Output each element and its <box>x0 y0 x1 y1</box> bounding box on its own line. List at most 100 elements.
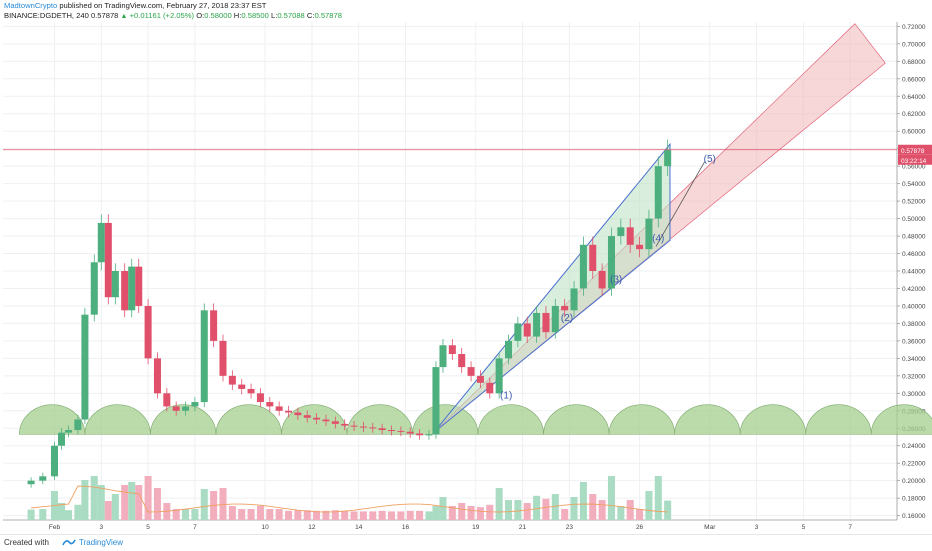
x-tick-label: 16 <box>402 524 410 531</box>
candle-body <box>322 419 330 422</box>
tradingview-logo-icon[interactable] <box>62 538 76 549</box>
y-tick-label: 0.24000 <box>902 443 926 450</box>
candle-body <box>416 433 424 436</box>
volume-ma-line <box>31 485 668 513</box>
x-tick-label: 7 <box>848 524 852 531</box>
candle-body <box>104 222 112 298</box>
open-label: O: <box>196 11 205 20</box>
current-price-label: 0.57878 <box>901 148 925 155</box>
candle-body <box>285 410 293 413</box>
volume-bar <box>247 509 255 520</box>
candle-body <box>626 227 634 245</box>
candle-body <box>425 434 433 436</box>
x-tick-label: 7 <box>193 524 197 531</box>
tradingview-brand-link[interactable]: TradingView <box>79 538 124 547</box>
candle-body <box>144 305 152 359</box>
candle-body <box>341 423 349 426</box>
volume-bar <box>238 509 246 520</box>
volume-bar <box>533 495 541 520</box>
candle-body <box>387 430 396 432</box>
chart-header: MadtownCrypto published on TradingView.c… <box>0 0 932 22</box>
volume-bar <box>65 510 73 520</box>
up-arrow-icon: ▲ <box>120 13 128 20</box>
published-text: published on TradingView.com, February 2… <box>59 1 267 10</box>
symbol-label: BINANCE:DGDETH, 240 <box>4 11 89 20</box>
volume-bar <box>369 511 377 520</box>
volume-bar <box>448 506 456 520</box>
volume-bar <box>81 480 89 520</box>
volume-bar <box>313 510 321 520</box>
volume-bar <box>121 485 129 520</box>
wave-label: (3) <box>610 274 622 285</box>
candle-body <box>128 266 136 311</box>
hump-shape <box>739 404 807 435</box>
volume-bar <box>589 494 597 520</box>
candle-body <box>313 417 321 420</box>
candle-body <box>111 271 119 298</box>
y-tick-label: 0.56000 <box>902 164 926 171</box>
y-tick-label: 0.52000 <box>902 199 926 206</box>
y-tick-label: 0.16000 <box>902 513 926 520</box>
volume-bar <box>90 476 98 520</box>
candle-body <box>533 312 541 337</box>
candle-body <box>645 218 653 250</box>
candle-body <box>210 310 218 341</box>
volume-bar <box>636 509 644 520</box>
x-tick-label: 26 <box>636 524 644 531</box>
candle-body <box>542 312 550 333</box>
volume-bar <box>439 497 447 520</box>
candle-body <box>439 345 447 368</box>
candle-body <box>406 431 414 434</box>
y-tick-label: 0.72000 <box>902 24 926 31</box>
candle-body <box>163 393 171 407</box>
candle-body <box>191 402 199 407</box>
volume-bar <box>617 506 625 520</box>
volume-bar <box>200 489 208 520</box>
volume-bar <box>561 509 569 520</box>
x-tick-label: 21 <box>519 524 527 531</box>
volume-bar <box>664 500 672 520</box>
candle-body <box>200 310 208 403</box>
hump-shape <box>215 404 282 435</box>
x-tick-label: Mar <box>704 524 716 531</box>
candle-body <box>81 314 89 420</box>
candle-body <box>153 358 161 394</box>
author-link[interactable]: MadtownCrypto <box>4 1 58 10</box>
wave-label: (5) <box>704 154 716 165</box>
price-chart[interactable]: 0.72000 0.70000 0.68000 0.66000 0.64000 0.620… <box>0 22 932 534</box>
y-tick-label: 0.68000 <box>902 59 926 66</box>
candle-body <box>617 227 625 237</box>
volume-bar <box>350 511 358 520</box>
y-tick-label: 0.30000 <box>902 391 926 398</box>
x-tick-label: 19 <box>472 524 480 531</box>
volume-bar <box>486 504 494 520</box>
candle-body <box>247 388 255 394</box>
candle-body <box>486 382 494 394</box>
current-price-badge <box>898 144 932 155</box>
low-label: L: <box>270 11 278 20</box>
candle-body <box>331 421 339 424</box>
volume-bar <box>607 476 615 520</box>
wave-label: (2) <box>561 313 573 324</box>
volume-bar <box>495 488 503 520</box>
volume-bar <box>579 482 587 520</box>
candle-body <box>579 244 587 289</box>
volume-bar <box>458 503 466 520</box>
hump-shape <box>870 404 932 435</box>
countdown-badge <box>898 154 932 165</box>
x-tick-label: 3 <box>755 524 759 531</box>
countdown-label: 03:22:14 <box>901 158 927 165</box>
volume-bar <box>191 509 199 520</box>
candle-body <box>467 367 475 376</box>
volume-bar <box>542 498 550 520</box>
high-value: 0.58500 <box>241 11 269 20</box>
volume-bar <box>294 510 302 520</box>
candle-body <box>397 430 405 432</box>
created-with-label: Created with <box>4 538 49 547</box>
candle-body <box>476 375 484 383</box>
candle-body <box>39 476 47 481</box>
volume-bar <box>266 509 274 520</box>
volume-bar <box>387 511 396 520</box>
volume-bar <box>476 507 484 520</box>
candle-body <box>266 402 274 407</box>
